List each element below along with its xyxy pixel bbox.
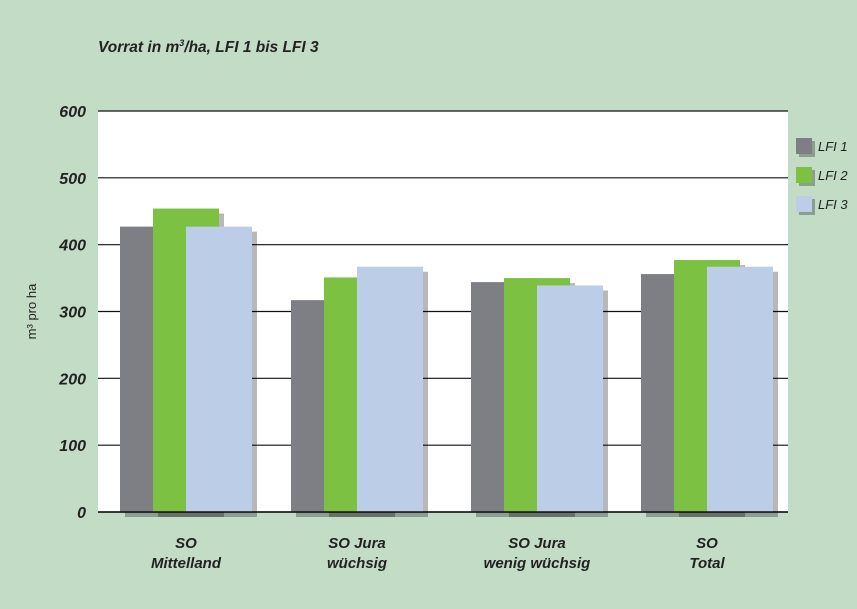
bar — [357, 266, 423, 512]
legend-swatch — [796, 167, 812, 183]
legend-label: LFI 2 — [818, 168, 848, 183]
y-tick-label: 0 — [77, 505, 86, 522]
y-axis-label: m³ pro ha — [24, 283, 39, 339]
legend-swatch — [796, 196, 812, 212]
y-tick-label: 500 — [59, 171, 86, 188]
legend-label: LFI 3 — [818, 197, 848, 212]
legend-label: LFI 1 — [818, 139, 848, 154]
x-tick-label: SO — [175, 535, 197, 552]
legend-swatch — [796, 138, 812, 154]
y-tick-label: 300 — [59, 305, 86, 322]
x-tick-label: Total — [689, 555, 725, 572]
x-tick-label: SO — [696, 535, 718, 552]
x-tick-label: SO Jura — [328, 535, 386, 552]
x-tick-label: wüchsig — [327, 555, 387, 572]
y-tick-label: 100 — [59, 438, 86, 455]
y-tick-label: 600 — [59, 104, 86, 121]
x-tick-label: Mittelland — [151, 555, 222, 572]
bar — [707, 266, 773, 512]
y-tick-label: 400 — [58, 238, 86, 255]
bar — [537, 285, 603, 512]
y-tick-label: 200 — [58, 371, 86, 388]
x-tick-label: wenig wüchsig — [484, 555, 591, 572]
x-tick-label: SO Jura — [508, 535, 566, 552]
bar — [186, 226, 252, 512]
chart-title: Vorrat in m3/ha, LFI 1 bis LFI 3 — [98, 38, 319, 57]
